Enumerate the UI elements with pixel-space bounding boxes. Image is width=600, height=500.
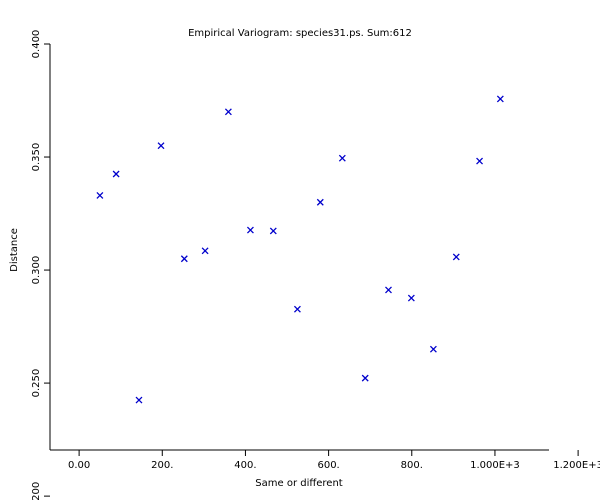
point xyxy=(407,294,415,302)
y-axis-label: Distance xyxy=(9,228,20,272)
point xyxy=(316,198,324,206)
point xyxy=(224,108,232,116)
point xyxy=(269,227,277,235)
point xyxy=(361,374,369,382)
point xyxy=(96,191,104,199)
x-tick-label: 400. xyxy=(234,460,256,471)
point xyxy=(385,286,392,294)
y-tick-label: 0.250 xyxy=(31,369,42,398)
point xyxy=(338,154,346,162)
point xyxy=(135,396,143,404)
point xyxy=(112,170,120,178)
x-tick-label: 1.200E+3 xyxy=(553,460,600,471)
point xyxy=(476,157,484,165)
x-tick-label: 800. xyxy=(401,460,423,471)
x-tick-label: 0.00 xyxy=(68,460,90,471)
point xyxy=(180,255,188,263)
point xyxy=(157,142,165,150)
x-tick-label: 200. xyxy=(151,460,173,471)
y-tick-label: 0.200 xyxy=(31,482,42,500)
chart-title: Empirical Variogram: species31.ps. Sum:6… xyxy=(188,28,412,39)
x-tick-label: 1.000E+3 xyxy=(470,460,520,471)
point xyxy=(429,345,437,353)
y-tick-label: 0.400 xyxy=(31,30,42,59)
y-tick-label: 0.300 xyxy=(31,256,42,285)
point xyxy=(496,95,504,103)
point xyxy=(246,226,254,234)
x-tick-label: 600. xyxy=(317,460,339,471)
point xyxy=(452,253,460,261)
x-axis-label: Same or different xyxy=(255,478,343,489)
point xyxy=(201,247,209,255)
y-tick-label: 0.350 xyxy=(31,143,42,172)
point xyxy=(293,305,301,313)
